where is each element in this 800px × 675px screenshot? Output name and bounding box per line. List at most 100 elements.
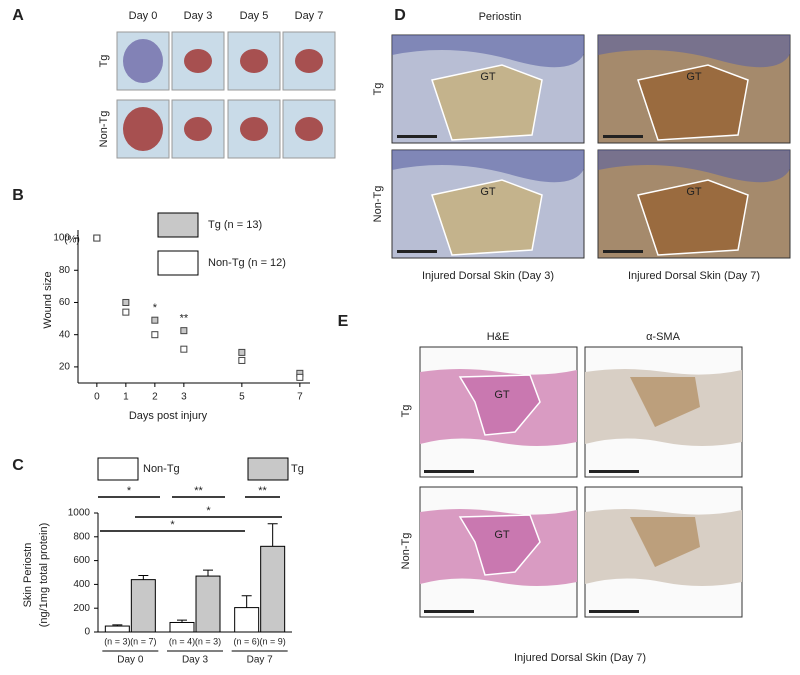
region-label: GT [494,389,510,401]
point [238,348,246,356]
y-tick-label: 0 [84,627,90,638]
significance-label: * [170,519,175,531]
column-header: Day 3 [184,10,213,22]
error-bar [203,569,213,577]
point [122,308,130,316]
sma-stain [630,517,700,567]
significance-label: ** [194,485,203,497]
x-tick-label: 0 [94,392,100,403]
y-axis-title: Skin Periostn [22,543,34,608]
point [180,345,188,353]
point [151,316,159,324]
tissue-top [392,35,584,68]
point [296,373,304,381]
legend-swatch [157,250,199,276]
significance: * [153,302,158,314]
panel-label: B [12,187,24,204]
bar [169,621,195,633]
bar [104,625,130,633]
n-label: (n = 4) [169,636,195,646]
x-tick-label: 5 [239,392,245,403]
scale-bar [397,135,437,138]
y-tick-label: 400 [73,579,90,590]
y-tick-label: 600 [73,555,90,566]
point [151,331,159,339]
x-tick-label: 7 [297,392,303,403]
bar [260,545,286,633]
gt-region [431,64,543,141]
unit-label: (%) [64,235,80,246]
n-label: (n = 9) [260,636,286,646]
row-label: Tg [98,55,110,68]
scale-bar [589,470,639,473]
row-label: Non-Tg [400,533,412,570]
x-tick-label: 1 [123,392,129,403]
panel-label: E [338,313,349,330]
scale-bar [589,610,639,613]
sma-stain [630,377,700,427]
region-label: GT [686,71,702,83]
gt-region [458,374,541,436]
legend-label: Tg (n = 13) [208,219,262,231]
photo [282,99,336,159]
legend-label: Non-Tg (n = 12) [208,257,286,269]
point [238,356,246,364]
caption: Injured Dorsal Skin (Day 3) [422,270,554,282]
panel-label: A [12,7,24,24]
y-tick-label: 800 [73,531,90,542]
y-tick-label: 80 [59,265,71,276]
gt-region [458,514,541,576]
legend-swatch [97,457,139,481]
y-tick-label: 100 [53,233,70,244]
column-header: Day 7 [295,10,324,22]
caption: Injured Dorsal Skin (Day 7) [514,652,646,664]
column-header: α-SMA [646,331,681,343]
point [180,327,188,335]
scale-bar [397,250,437,253]
x-tick-label: 2 [152,392,158,403]
significance-label: ** [258,485,267,497]
error-bar [267,523,278,547]
row-label: Tg [400,405,412,418]
x-tick-label: Day 3 [182,655,209,666]
error-bar [112,624,123,627]
n-label: (n = 3) [104,636,130,646]
y-tick-label: 1000 [68,508,91,519]
n-label: (n = 3) [195,636,221,646]
scale-bar [424,610,474,613]
region-label: GT [480,186,496,198]
point [122,298,130,306]
caption: Injured Dorsal Skin (Day 7) [628,270,760,282]
tissue-top [598,35,790,68]
wound [123,39,163,83]
wound [295,117,323,141]
n-label: (n = 7) [130,636,156,646]
column-header: Day 5 [240,10,269,22]
column-header: H&E [487,331,510,343]
scale-bar [603,135,643,138]
wound [184,117,212,141]
point [93,234,101,242]
x-tick-label: 3 [181,392,187,403]
legend-label: Tg [291,463,304,475]
panel-label: D [394,7,406,24]
legend-swatch [157,212,199,238]
gt-region [637,179,749,256]
y-tick-label: 60 [59,297,71,308]
wound [123,107,163,151]
y-axis-title: Wound size [42,271,54,328]
scale-bar [603,250,643,253]
legend-swatch [247,457,289,481]
y-tick-label: 20 [59,362,71,373]
x-tick-label: Day 0 [117,655,144,666]
panel-label: C [12,457,24,474]
region-label: GT [494,529,510,541]
error-bar [241,595,252,608]
significance-label: * [127,485,132,497]
bar [234,607,260,633]
y-tick-label: 200 [73,603,90,614]
x-axis-title: Days post injury [129,410,208,422]
tissue-top [598,150,790,183]
gt-region [431,179,543,256]
